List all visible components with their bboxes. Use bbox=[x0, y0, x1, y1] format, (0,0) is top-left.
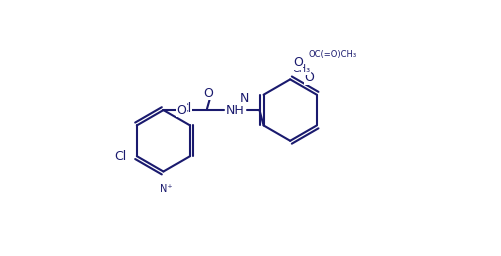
Text: O: O bbox=[176, 104, 186, 116]
Text: CH₃: CH₃ bbox=[293, 64, 311, 74]
Text: NH: NH bbox=[226, 104, 245, 116]
Text: Cl: Cl bbox=[114, 150, 127, 163]
Text: N⁺: N⁺ bbox=[160, 184, 172, 194]
Text: N: N bbox=[239, 92, 249, 105]
Text: OC(=O)CH₃: OC(=O)CH₃ bbox=[308, 50, 356, 59]
Text: Cl: Cl bbox=[179, 102, 191, 115]
Text: O: O bbox=[304, 71, 314, 84]
Text: O: O bbox=[203, 87, 213, 100]
Text: O: O bbox=[293, 56, 303, 69]
